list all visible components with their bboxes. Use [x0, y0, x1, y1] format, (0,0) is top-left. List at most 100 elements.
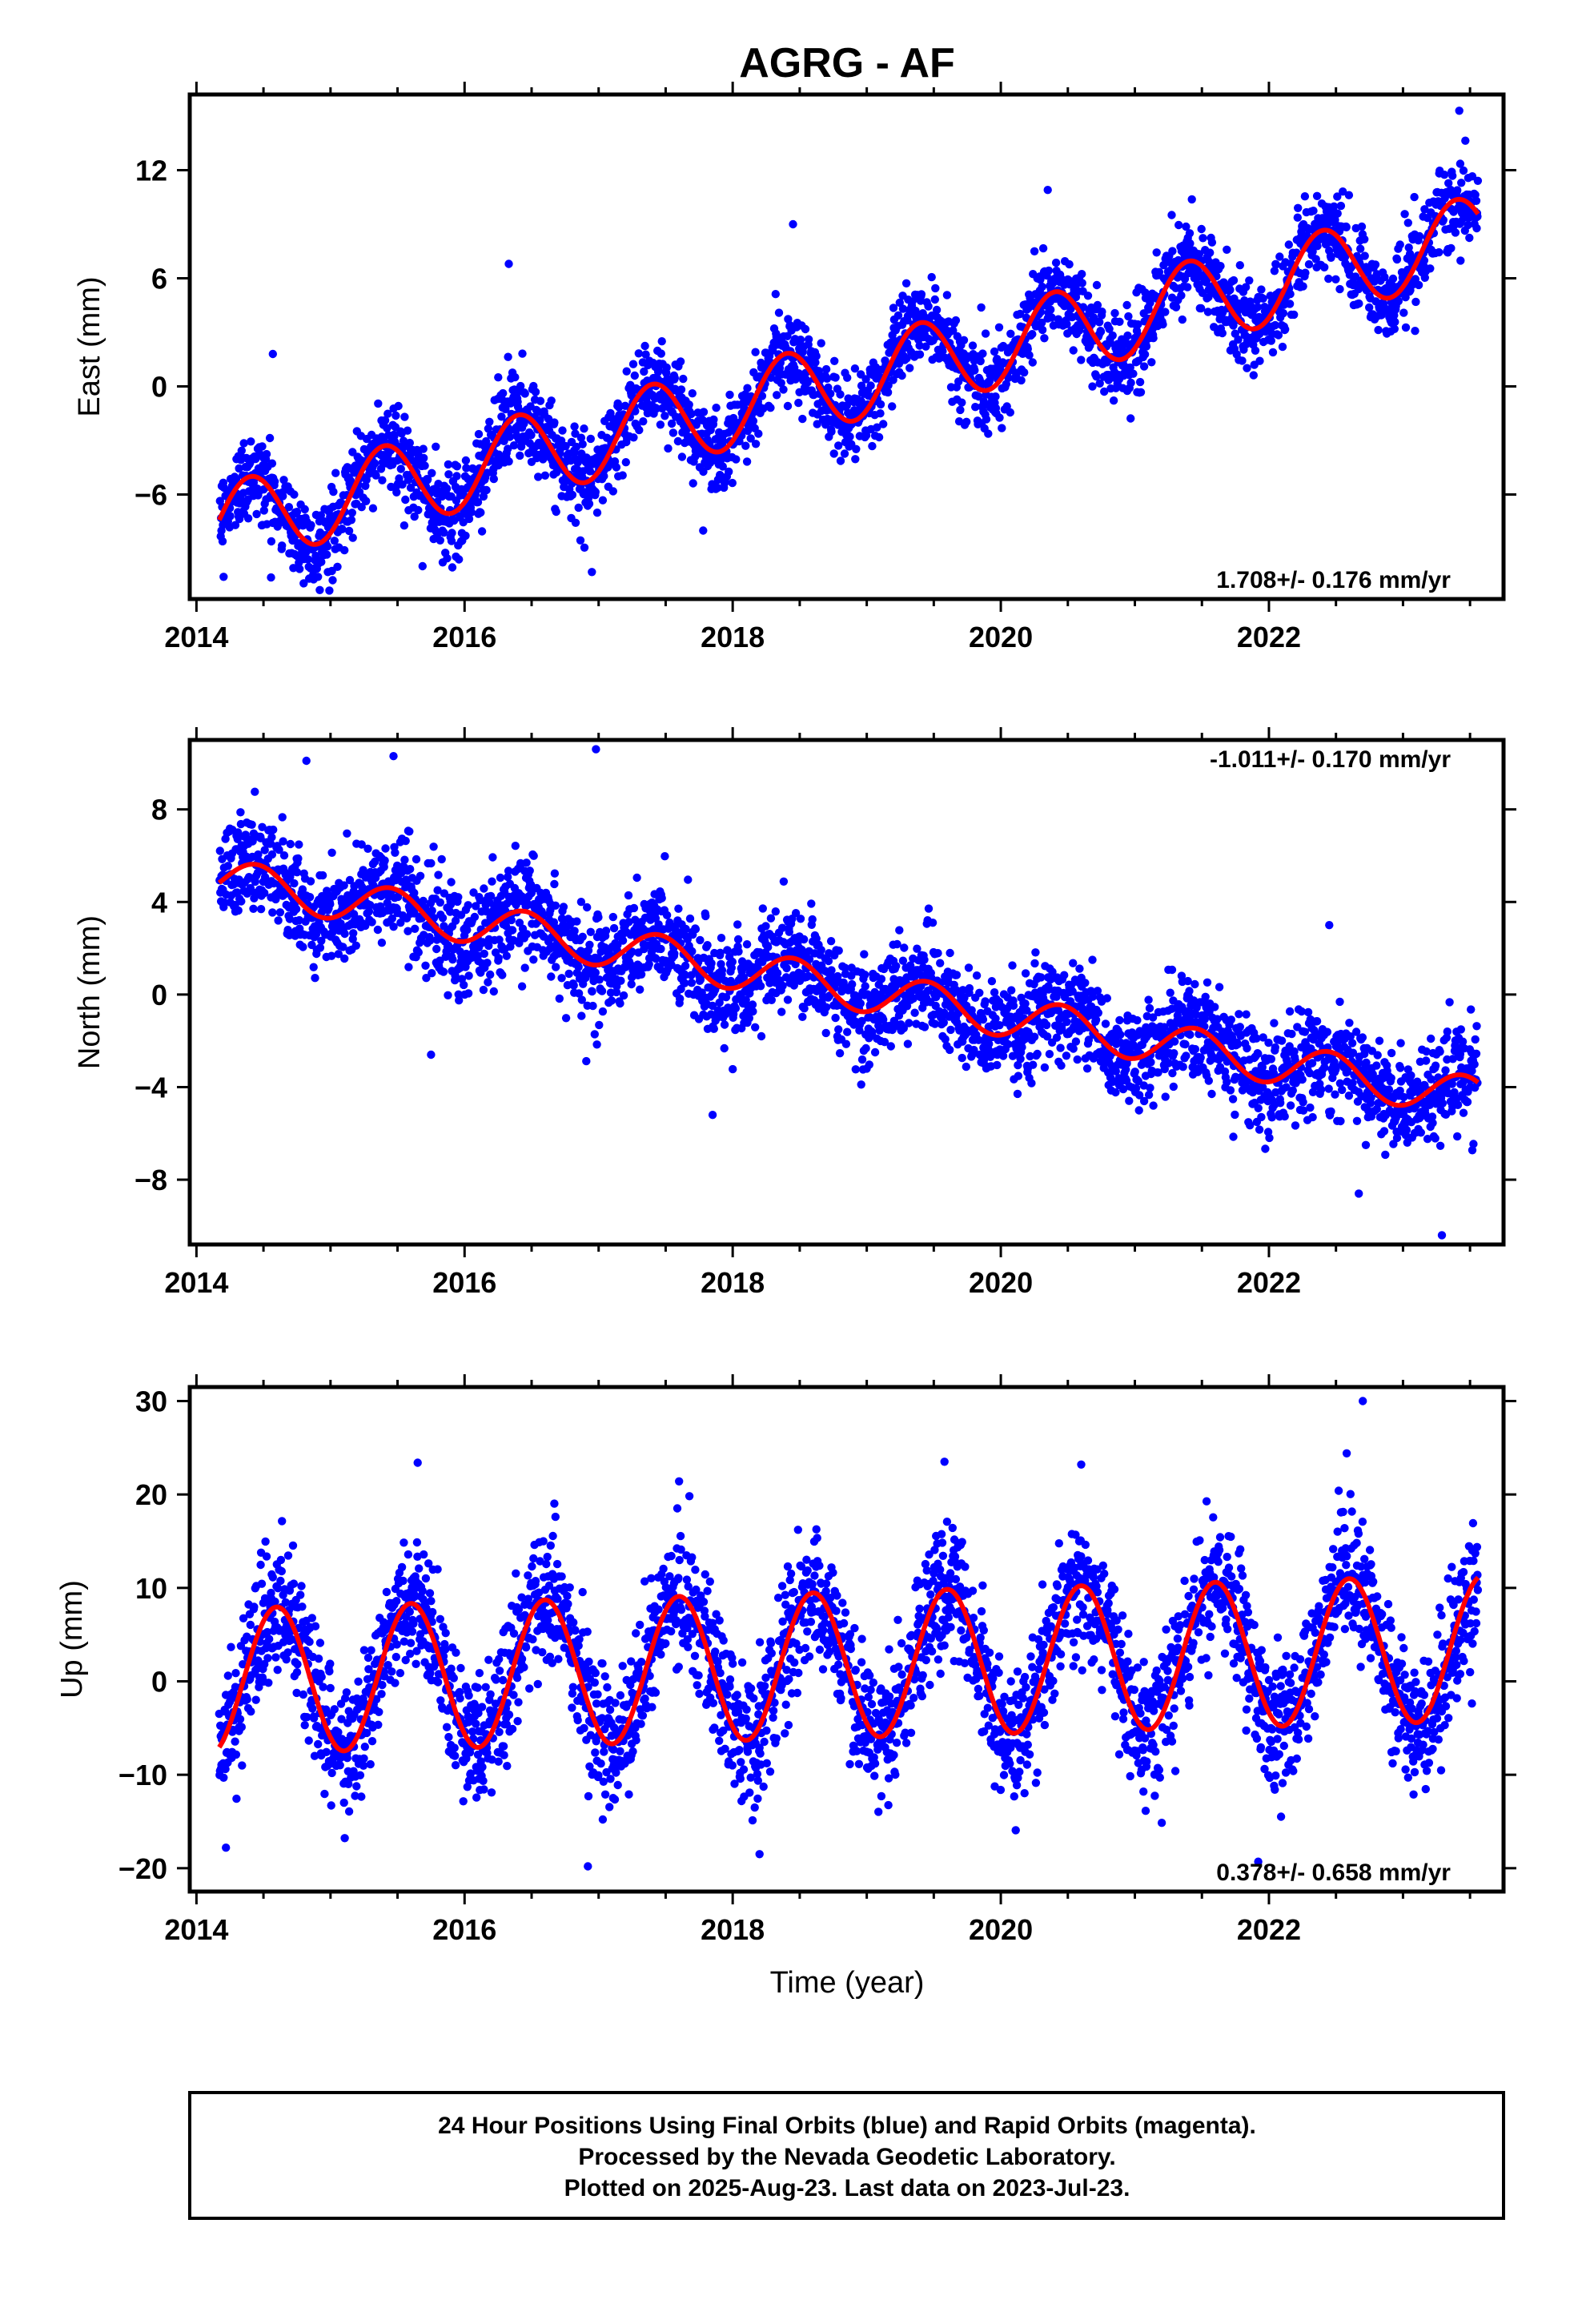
data-point [467, 508, 476, 517]
data-point [267, 850, 277, 859]
data-point [1301, 268, 1310, 277]
data-point [699, 408, 709, 416]
data-point [531, 388, 540, 396]
data-point [1473, 176, 1483, 185]
data-point [676, 357, 685, 366]
data-point [821, 1003, 831, 1012]
data-point [1235, 261, 1245, 270]
data-point [1161, 308, 1170, 316]
data-point [448, 955, 457, 964]
data-point [267, 573, 275, 582]
data-point [868, 441, 877, 451]
data-point [766, 914, 776, 923]
data-point [267, 537, 276, 546]
data-point [311, 974, 319, 983]
data-point [998, 424, 1006, 432]
data-point [576, 433, 586, 442]
data-point [418, 561, 427, 571]
data-point [444, 470, 453, 479]
data-point [1108, 331, 1117, 340]
data-point [1355, 299, 1363, 308]
data-point [1238, 356, 1247, 365]
data-point [373, 925, 383, 935]
y-tick-label: 12 [135, 155, 167, 187]
data-point [732, 455, 741, 464]
data-point [1399, 308, 1408, 317]
data-point [709, 415, 718, 424]
data-point [590, 1030, 599, 1039]
data-point [569, 981, 578, 990]
data-point [725, 390, 734, 400]
plot-title: AGRG - AF [739, 40, 955, 86]
data-point [861, 1043, 870, 1053]
data-point [836, 456, 845, 465]
data-point [1206, 248, 1215, 257]
data-point [580, 424, 588, 433]
data-point [231, 475, 241, 484]
data-point [444, 991, 452, 1000]
data-point [1299, 282, 1307, 291]
data-point [231, 521, 240, 529]
data-point [804, 335, 813, 344]
data-point [612, 463, 621, 472]
data-point [215, 846, 224, 855]
data-point [394, 401, 403, 411]
data-point [498, 971, 507, 979]
data-point [316, 511, 325, 520]
data-point [529, 955, 538, 964]
data-point [504, 444, 512, 453]
data-point [305, 893, 315, 902]
data-point [900, 943, 909, 952]
data-point [1435, 247, 1443, 257]
data-point [1284, 240, 1294, 249]
data-point-outlier [789, 219, 797, 229]
data-point [1123, 331, 1132, 340]
data-point [1167, 211, 1176, 219]
data-point [616, 999, 624, 1008]
data-point [1344, 191, 1354, 199]
data-point [274, 916, 283, 925]
data-point [580, 543, 589, 552]
data-point [1304, 259, 1314, 269]
data-point [1006, 408, 1015, 417]
data-point [269, 825, 278, 834]
data-point [256, 905, 266, 914]
data-point [479, 985, 488, 995]
data-point [525, 866, 534, 875]
data-point [1171, 303, 1181, 312]
data-point [976, 356, 985, 366]
data-point [783, 401, 793, 411]
data-point [656, 944, 665, 954]
data-point [406, 865, 415, 874]
data-point [558, 426, 567, 435]
data-point [679, 374, 688, 384]
data-point [464, 514, 474, 524]
data-point [438, 914, 448, 923]
data-point [330, 537, 339, 545]
data-point [511, 372, 520, 382]
data-point [619, 991, 628, 1000]
data-point [412, 854, 421, 864]
data-point [717, 934, 726, 943]
data-point [1168, 247, 1177, 255]
data-point [251, 787, 259, 796]
data-point [743, 384, 752, 392]
data-point [639, 417, 648, 426]
data-point [497, 412, 506, 421]
data-point [932, 305, 942, 315]
data-point [436, 898, 444, 907]
data-point [303, 555, 312, 564]
data-point [295, 565, 304, 573]
data-point [496, 873, 505, 883]
data-point [751, 348, 760, 356]
data-point [634, 349, 643, 358]
data-point [564, 969, 573, 979]
data-point [1124, 312, 1133, 321]
data-point [888, 402, 897, 411]
data-point [391, 411, 400, 420]
data-point [764, 943, 773, 951]
data-point [870, 1047, 880, 1057]
data-point [1243, 364, 1251, 372]
data-point [249, 904, 258, 914]
data-point [347, 516, 356, 525]
